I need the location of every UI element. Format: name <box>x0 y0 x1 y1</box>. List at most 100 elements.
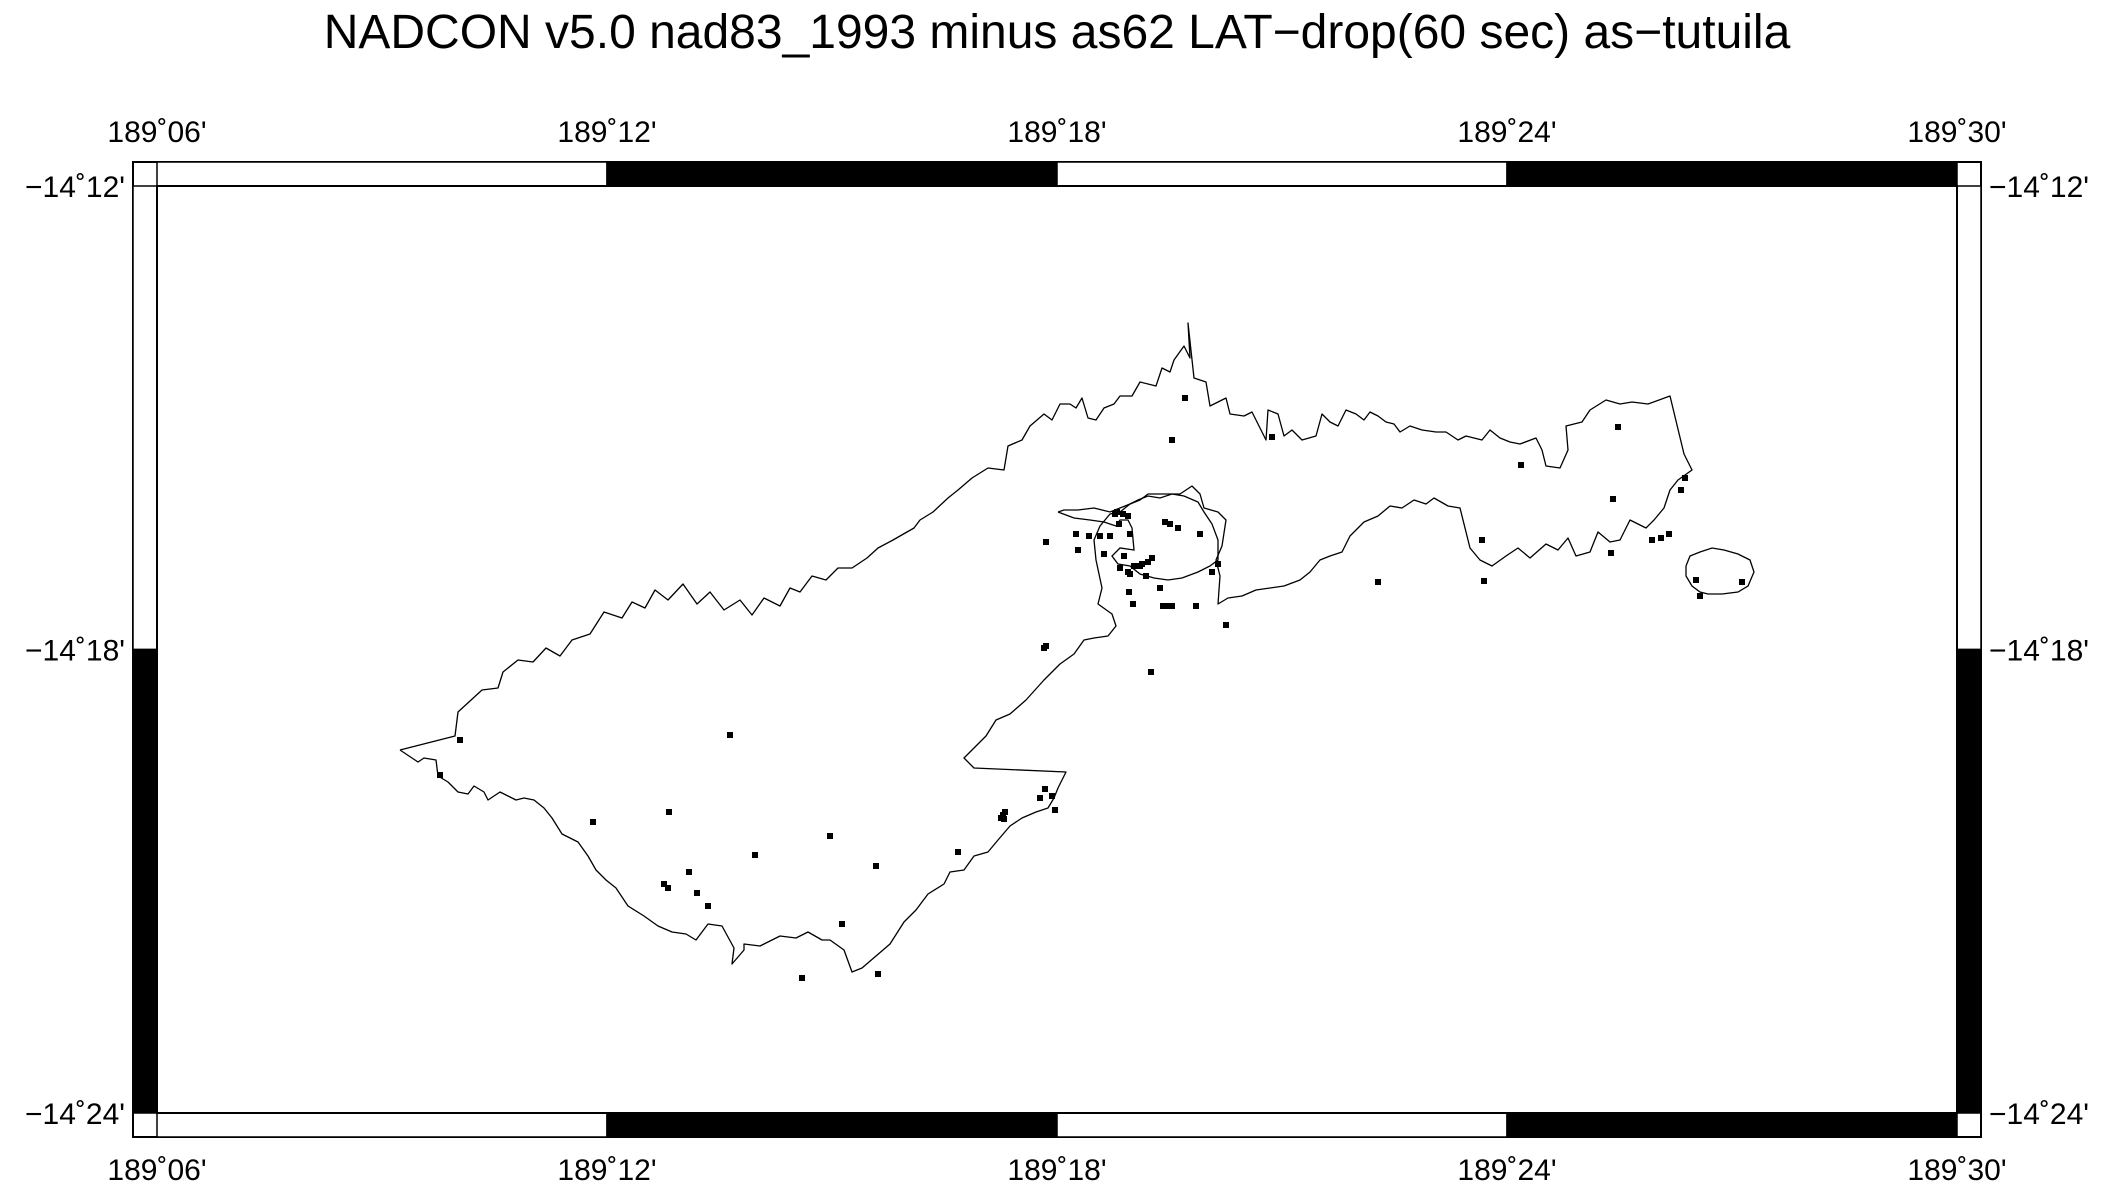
data-point <box>1481 578 1487 584</box>
data-point <box>1097 533 1103 539</box>
islet-outline <box>1685 547 1755 595</box>
lon-tick-label-top: 189˚30' <box>1907 116 2006 149</box>
data-point <box>1697 593 1703 599</box>
lon-tick-label-top: 189˚24' <box>1457 116 1556 149</box>
lat-tick-label-right: −14˚18' <box>1989 635 2089 668</box>
lat-tick-label-left: −14˚24' <box>25 1098 125 1131</box>
frame-stripe-bottom <box>1506 1112 1958 1138</box>
data-point <box>1215 561 1221 567</box>
data-point <box>1112 511 1118 517</box>
data-point <box>1148 669 1154 675</box>
data-point <box>1117 565 1123 571</box>
data-point <box>1052 807 1058 813</box>
data-point <box>1375 579 1381 585</box>
data-point <box>1682 475 1688 481</box>
data-point <box>1121 553 1127 559</box>
data-point <box>1739 579 1745 585</box>
data-point <box>998 815 1004 821</box>
frame-stripe-left <box>132 648 158 1114</box>
data-point <box>1608 550 1614 556</box>
coastline <box>399 322 1755 973</box>
data-point <box>1126 589 1132 595</box>
data-point <box>705 903 711 909</box>
data-point <box>1073 531 1079 537</box>
data-point <box>1043 539 1049 545</box>
data-point <box>1163 603 1169 609</box>
harbor-outline <box>1057 493 1219 581</box>
data-point <box>839 921 845 927</box>
data-point <box>1037 795 1043 801</box>
data-point <box>1042 786 1048 792</box>
data-point <box>666 809 672 815</box>
lon-tick-label-bottom: 189˚06' <box>107 1154 206 1184</box>
frame-stripe-top <box>1506 161 1958 187</box>
lat-tick-label-left: −14˚18' <box>25 635 125 668</box>
data-point <box>1120 511 1126 517</box>
data-point <box>1101 551 1107 557</box>
data-point <box>1049 793 1055 799</box>
data-point <box>1678 487 1684 493</box>
data-point <box>1145 559 1151 565</box>
data-point <box>1666 531 1672 537</box>
data-point <box>686 869 692 875</box>
frame-stripe-bottom <box>1056 1112 1508 1138</box>
data-point <box>1615 424 1621 430</box>
data-point <box>1157 585 1163 591</box>
data-point <box>590 819 596 825</box>
data-point <box>1127 531 1133 537</box>
tick-labels: 189˚06' 189˚06' 189˚12' 189˚12' 189˚18' 189˚1… <box>25 116 2089 1184</box>
data-point <box>799 975 805 981</box>
data-point <box>1149 555 1155 561</box>
data-point <box>1182 395 1188 401</box>
data-point <box>875 971 881 977</box>
data-point <box>1209 569 1215 575</box>
data-point <box>1116 521 1122 527</box>
data-point <box>827 833 833 839</box>
data-point <box>1269 434 1275 440</box>
data-point <box>457 737 463 743</box>
data-point <box>1043 643 1049 649</box>
frame-stripe-bottom <box>606 1112 1058 1138</box>
lat-tick-label-right: −14˚24' <box>1989 1098 2089 1131</box>
data-point <box>1693 577 1699 583</box>
lon-tick-label-top: 189˚06' <box>107 116 206 149</box>
data-point <box>1223 622 1229 628</box>
lon-tick-label-bottom: 189˚24' <box>1457 1154 1556 1184</box>
frame-stripe-right <box>1956 185 1982 651</box>
lon-tick-label-top: 189˚12' <box>557 116 656 149</box>
main-island-outline <box>399 322 1693 973</box>
frame-stripe-top <box>156 161 608 187</box>
lat-tick-label-right: −14˚12' <box>1989 171 2089 204</box>
data-point <box>1162 519 1168 525</box>
data-point <box>1649 537 1655 543</box>
data-point <box>1002 809 1008 815</box>
data-point <box>1143 573 1149 579</box>
data-point <box>1518 462 1524 468</box>
data-point <box>661 881 667 887</box>
data-point <box>1193 603 1199 609</box>
lon-tick-label-bottom: 189˚18' <box>1007 1154 1106 1184</box>
data-point <box>1658 535 1664 541</box>
lat-tick-label-left: −14˚12' <box>25 171 125 204</box>
lon-tick-label-bottom: 189˚12' <box>557 1154 656 1184</box>
map-frame <box>132 161 1982 1138</box>
data-point <box>727 732 733 738</box>
data-point <box>1175 525 1181 531</box>
data-point <box>1130 601 1136 607</box>
data-point <box>437 772 443 778</box>
data-point <box>1107 533 1113 539</box>
data-point <box>1197 531 1203 537</box>
data-point <box>1075 547 1081 553</box>
lon-tick-label-top: 189˚18' <box>1007 116 1106 149</box>
data-point <box>752 852 758 858</box>
data-point <box>873 863 879 869</box>
data-point <box>694 890 700 896</box>
data-point <box>955 849 961 855</box>
data-points <box>437 395 1745 981</box>
frame-stripe-bottom <box>156 1112 608 1138</box>
data-point <box>665 885 671 891</box>
data-point <box>1169 437 1175 443</box>
data-point <box>1125 513 1131 519</box>
lon-tick-label-bottom: 189˚30' <box>1907 1154 2006 1184</box>
